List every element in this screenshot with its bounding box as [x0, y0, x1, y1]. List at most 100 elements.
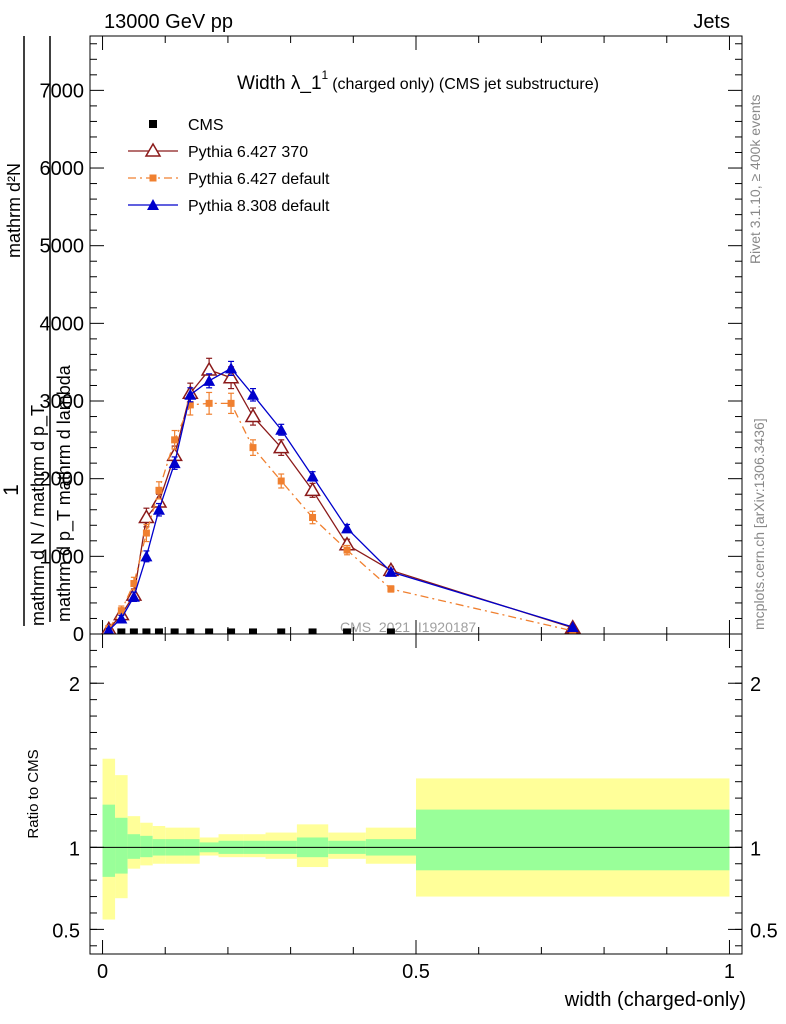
xtick-label: 0	[97, 961, 108, 983]
data-point	[130, 580, 138, 588]
data-point	[343, 546, 351, 554]
main-plot-background	[90, 36, 742, 634]
ratio-ytick-label: 0.5	[52, 920, 80, 942]
mcplots-label: mcplots.cern.ch [arXiv:1306.3436]	[751, 418, 767, 630]
ratio-ytick-label-right: 1	[750, 838, 761, 860]
data-point	[127, 590, 140, 602]
data-point	[309, 514, 317, 522]
xtick-labels: 0 0.5 1	[97, 961, 735, 983]
data-point	[142, 628, 151, 637]
xtick-label: 1	[724, 961, 735, 983]
main-ytick-label: 4000	[40, 313, 85, 335]
data-point	[186, 628, 195, 637]
data-point	[247, 388, 259, 400]
legend-label: Pythia 6.427 default	[188, 171, 330, 188]
data-point	[186, 401, 194, 409]
data-point	[115, 612, 128, 624]
ratio-inner-band	[115, 817, 128, 874]
data-point	[142, 529, 150, 537]
ratio-inner-band	[140, 835, 153, 858]
data-point	[129, 628, 138, 637]
xtick-label: 0.5	[402, 961, 430, 983]
ylabel-one: 1	[0, 484, 23, 496]
ylabel-numerator-1: mathrm d²N	[4, 163, 24, 258]
xlabel: width (charged-only)	[564, 989, 746, 1011]
data-point	[306, 470, 319, 482]
data-point	[272, 439, 290, 454]
data-point	[341, 522, 354, 534]
ylabel-numerator-2: mathrm d p_T mathrm d lambda	[54, 364, 75, 622]
data-point	[275, 423, 288, 435]
ratio-ylabel: Ratio to CMS	[25, 749, 42, 838]
ratio-inner-band	[127, 834, 141, 859]
ratio-bands	[102, 758, 730, 920]
data-point	[308, 628, 317, 637]
main-ytick-label: 7000	[40, 80, 85, 102]
main-title: Width λ_11(charged only) (CMS jet substr…	[237, 68, 599, 94]
legend-marker	[147, 199, 159, 210]
data-point	[386, 628, 395, 637]
title-main: Width λ_1	[237, 73, 321, 94]
data-point	[277, 628, 286, 637]
legend-label: Pythia 6.427 370	[188, 144, 308, 161]
legend-label: Pythia 8.308 default	[188, 198, 330, 215]
data-point	[566, 621, 579, 633]
data-point	[222, 369, 240, 384]
ratio-ytick-label-right: 2	[750, 674, 761, 696]
legend-marker	[149, 120, 157, 128]
header-left: 13000 GeV pp	[104, 11, 233, 33]
data-point	[227, 628, 236, 637]
data-point	[102, 624, 115, 636]
ratio-ytick-labels-right: 0.5 1 2	[750, 674, 778, 942]
ratio-ytick-label-right: 0.5	[750, 920, 778, 942]
data-point	[117, 607, 125, 615]
data-point	[203, 374, 216, 386]
main-ytick-label: 5000	[40, 236, 85, 258]
data-point	[387, 585, 395, 593]
ratio-ytick-label: 2	[69, 674, 80, 696]
data-point	[205, 628, 214, 637]
data-point	[184, 388, 197, 400]
main-ytick-label: 0	[73, 624, 84, 646]
data-point	[343, 628, 352, 637]
data-point	[117, 628, 126, 637]
data-point	[205, 399, 213, 407]
data-point	[152, 503, 165, 515]
legend: CMS Pythia 6.427 370 Pythia 6.427 default P…	[128, 117, 330, 215]
ratio-plot-frame	[89, 633, 743, 955]
legend-marker	[144, 142, 162, 157]
data-point	[249, 444, 257, 452]
main-ytick-label: 6000	[40, 158, 85, 180]
data-point	[155, 486, 163, 494]
data-point	[244, 408, 262, 423]
data-point	[225, 362, 238, 374]
ratio-ytick-label: 1	[69, 838, 80, 860]
data-point	[384, 565, 397, 577]
data-point	[227, 399, 235, 407]
data-point	[171, 436, 179, 444]
header-right: Jets	[693, 11, 730, 33]
ratio-ticks	[90, 634, 742, 954]
ratio-ytick-labels: 0.5 1 2	[52, 674, 80, 942]
main-ticks	[90, 36, 742, 635]
main-series	[100, 357, 582, 637]
data-point	[168, 457, 181, 469]
ratio-inner-band	[416, 809, 730, 871]
ylabel-denominator: mathrm d N / mathrm d p_T	[28, 405, 49, 626]
main-ylabel: 1 mathrm d N / mathrm d p_T mathrm d²N m…	[0, 36, 75, 626]
watermark: CMS_2021_I1920187	[340, 619, 476, 635]
rivet-label: Rivet 3.1.10, ≥ 400k events	[747, 94, 763, 264]
title-superscript: 1	[322, 68, 329, 82]
legend-marker	[149, 174, 157, 182]
data-point	[249, 628, 257, 637]
data-point	[154, 628, 163, 637]
series-3	[102, 360, 579, 636]
data-point	[170, 628, 179, 637]
data-point	[140, 550, 153, 562]
title-rest: (charged only) (CMS jet substructure)	[332, 76, 599, 93]
ratio-inner-band	[102, 804, 116, 877]
ratio-panel: 0.512 0.512 0 0.5 1 Ratio to CMS width (ch…	[25, 633, 778, 1011]
data-point	[277, 477, 285, 485]
